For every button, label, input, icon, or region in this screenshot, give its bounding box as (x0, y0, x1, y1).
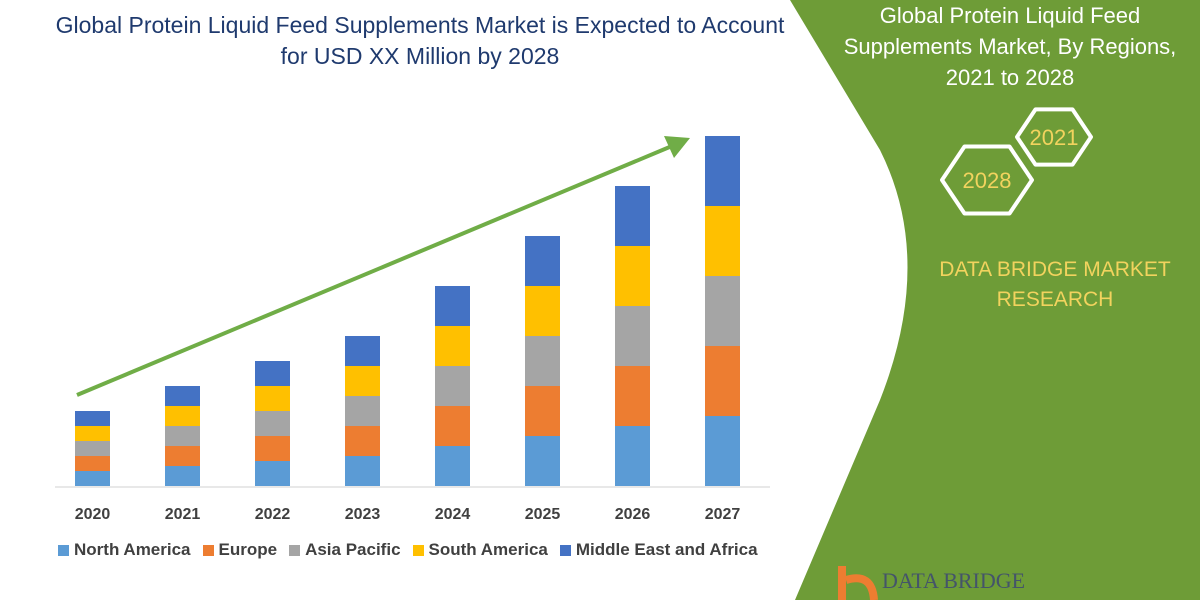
bar-segment-north-america-2020 (75, 471, 110, 486)
bar-segment-south-america-2021 (165, 406, 200, 426)
green-panel (790, 0, 1200, 600)
legend-label: Europe (218, 540, 278, 559)
bar-segment-middle-east-and-africa-2027 (705, 136, 740, 206)
bar-segment-south-america-2025 (525, 286, 560, 336)
x-tick-label: 2022 (255, 506, 291, 523)
bar-segment-north-america-2025 (525, 436, 560, 486)
bar-segment-south-america-2022 (255, 386, 290, 411)
x-tick-label: 2020 (75, 506, 111, 523)
bar-segment-south-america-2026 (615, 246, 650, 306)
legend-item: Middle East and Africa (559, 540, 758, 560)
bar-segment-europe-2027 (705, 346, 740, 416)
page-title: Global Protein Liquid Feed Supplements M… (55, 12, 785, 69)
bar-segment-asia-pacific-2027 (705, 276, 740, 346)
bar-segment-middle-east-and-africa-2025 (525, 236, 560, 286)
bar-segment-middle-east-and-africa-2020 (75, 411, 110, 426)
bar-segment-north-america-2022 (255, 461, 290, 486)
legend-swatch (58, 544, 69, 556)
bar-segment-asia-pacific-2021 (165, 426, 200, 446)
brand-name: DATA BRIDGE MARKET RESEARCH (939, 258, 1171, 311)
bar-segment-asia-pacific-2025 (525, 336, 560, 386)
panel-title: Global Protein Liquid Feed Supplements M… (843, 3, 1177, 90)
bar-segment-asia-pacific-2020 (75, 441, 110, 456)
legend-swatch (559, 544, 571, 556)
hex-2028-icon (940, 144, 1034, 216)
bar-segment-europe-2023 (345, 426, 380, 456)
logo-icon (838, 566, 878, 600)
bar-segment-north-america-2026 (615, 426, 650, 486)
bar-segment-north-america-2021 (165, 466, 200, 486)
legend-label: North America (74, 540, 191, 559)
bar-segment-south-america-2020 (75, 426, 110, 441)
x-tick-label: 2021 (165, 506, 201, 523)
legend-item: South America (412, 540, 548, 560)
legend-swatch (289, 544, 301, 556)
legend-swatch (202, 544, 214, 556)
bar-segment-europe-2021 (165, 446, 200, 466)
hex-2021-icon (1015, 107, 1093, 167)
trend-arrow-line (76, 144, 673, 397)
legend-label: South America (428, 540, 548, 559)
bar-segment-asia-pacific-2026 (615, 306, 650, 366)
x-tick-label: 2026 (615, 506, 651, 523)
x-tick-label: 2025 (525, 506, 561, 523)
bar-segment-europe-2022 (255, 436, 290, 461)
bar-segment-europe-2024 (435, 406, 470, 446)
legend-swatch (412, 544, 424, 556)
bar-segment-europe-2025 (525, 386, 560, 436)
bar-segment-south-america-2027 (705, 206, 740, 276)
legend-label: Asia Pacific (305, 540, 401, 559)
bar-segment-south-america-2023 (345, 366, 380, 396)
bar-segment-south-america-2024 (435, 326, 470, 366)
bar-segment-europe-2026 (615, 366, 650, 426)
legend-item: North America (58, 540, 191, 560)
bar-segment-middle-east-and-africa-2026 (615, 186, 650, 246)
legend-item: Europe (202, 540, 278, 560)
bar-segment-middle-east-and-africa-2021 (165, 386, 200, 406)
chart-legend: North America Europe Asia Pacific South Ame… (58, 540, 758, 560)
bar-segment-asia-pacific-2024 (435, 366, 470, 406)
legend-item: Asia Pacific (289, 540, 401, 560)
bar-segment-middle-east-and-africa-2024 (435, 286, 470, 326)
x-tick-label: 2024 (435, 506, 471, 523)
bar-segment-asia-pacific-2022 (255, 411, 290, 436)
legend-label: Middle East and Africa (575, 540, 758, 559)
x-tick-label: 2023 (345, 506, 381, 523)
bar-segment-north-america-2023 (345, 456, 380, 486)
bar-segment-north-america-2024 (435, 446, 470, 486)
hex-2021-label: 2021 (1030, 125, 1079, 150)
x-tick-label: 2027 (705, 506, 741, 523)
bar-segment-middle-east-and-africa-2023 (345, 336, 380, 366)
trend-arrow-head-icon (664, 136, 690, 158)
bar-segment-europe-2020 (75, 456, 110, 471)
bar-segment-north-america-2027 (705, 416, 740, 486)
hex-2028-label: 2028 (963, 168, 1012, 193)
bar-segment-middle-east-and-africa-2022 (255, 361, 290, 386)
logo-text: DATA BRIDGE (882, 568, 1026, 593)
bar-segment-asia-pacific-2023 (345, 396, 380, 426)
